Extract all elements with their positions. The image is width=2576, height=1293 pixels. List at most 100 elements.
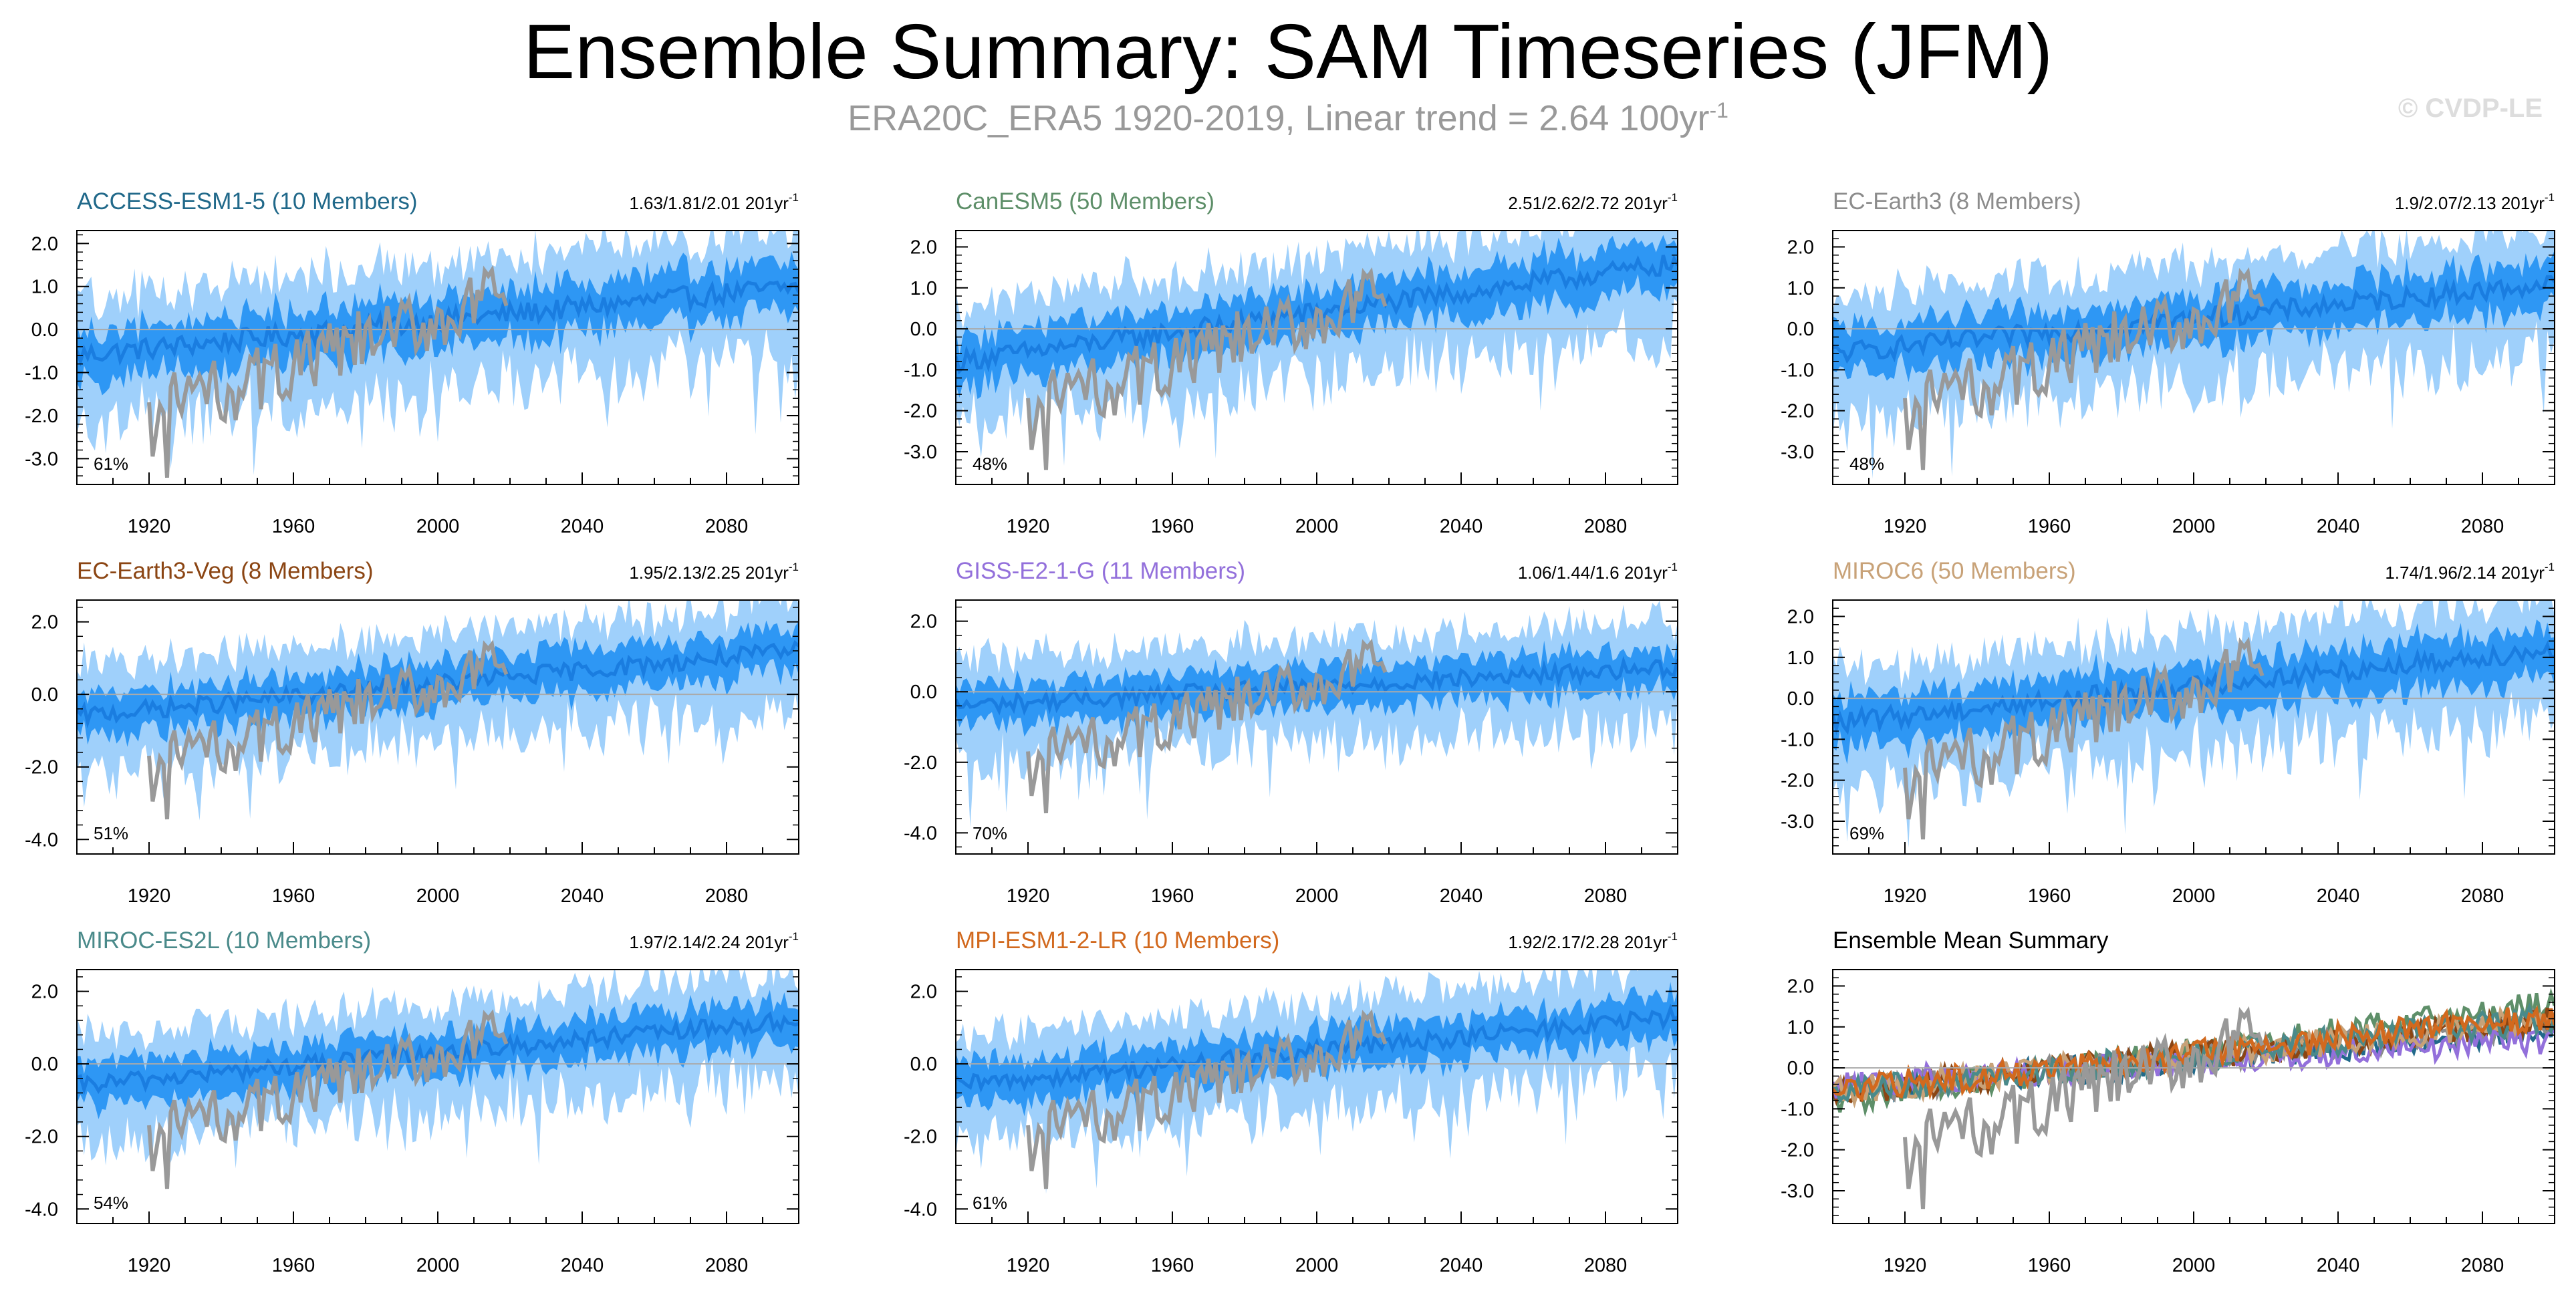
observations-line	[1903, 636, 2265, 840]
x-tick-label: 2080	[2461, 1255, 2504, 1276]
y-tick-label: -2.0	[25, 1127, 58, 1148]
y-tick-label: 2.0	[910, 611, 937, 633]
panel-title: MIROC-ES2L (10 Members)	[77, 927, 371, 954]
figure-title: Ensemble Summary: SAM Timeseries (JFM)	[523, 8, 2053, 95]
y-tick-label: -2.0	[1781, 401, 1814, 422]
x-tick-label: 1920	[1884, 516, 1927, 537]
chart-panel: 1920 1960 2000 2040 2080 2.0 0.0 -2.0 -4.0 MPI-ES…	[904, 927, 1678, 1276]
x-tick-label: 2000	[416, 885, 460, 907]
x-tick-label: 2080	[1584, 885, 1628, 907]
x-tick-label: 1960	[272, 516, 315, 537]
y-tick-label: -1.0	[1781, 1099, 1814, 1120]
y-tick-label: 2.0	[910, 237, 937, 259]
y-tick-label: 0.0	[1787, 319, 1814, 340]
x-tick-label: 2040	[1440, 1255, 1483, 1276]
ensemble-mean-line	[956, 254, 1678, 375]
y-tick-label: -3.0	[1781, 442, 1814, 463]
x-tick-label: 1960	[272, 1255, 315, 1276]
y-tick-label: 2.0	[31, 612, 58, 633]
x-tick-label: 1920	[1007, 516, 1050, 537]
y-tick-label: 0.0	[910, 319, 937, 340]
x-tick-label: 2000	[1295, 885, 1339, 907]
y-tick-label: 2.0	[31, 233, 58, 255]
panel-title: Ensemble Mean Summary	[1833, 927, 2109, 954]
subtitle-superscript: -1	[1709, 98, 1728, 122]
x-tick-label: 1920	[1007, 885, 1050, 907]
plot-area	[1833, 231, 2555, 479]
panel-title: MIROC6 (50 Members)	[1833, 558, 2076, 584]
x-tick-label: 2040	[561, 885, 604, 907]
subtitle-text: ERA20C_ERA5 1920-2019, Linear trend = 2.…	[848, 98, 1710, 138]
y-tick-label: -1.0	[25, 363, 58, 384]
x-tick-label: 2000	[2172, 885, 2216, 907]
y-tick-label: -3.0	[25, 448, 58, 470]
figure-subtitle: ERA20C_ERA5 1920-2019, Linear trend = 2.…	[0, 98, 2576, 139]
x-tick-label: 2080	[705, 516, 749, 537]
observations-line	[1903, 1006, 2265, 1209]
x-tick-label: 2000	[1295, 516, 1339, 537]
x-tick-label: 1920	[1884, 885, 1927, 907]
trend-superscript: -1	[789, 561, 799, 573]
trend-values: 1.9/2.07/2.13 201yr	[2395, 193, 2545, 213]
model-mean-line	[1833, 1005, 2555, 1102]
plot-area	[1833, 988, 2555, 1209]
x-tick-label: 1920	[128, 1255, 171, 1276]
chart-panel: 1920 1960 2000 2040 2080 2.0 1.0 0.0 -1.0 -2.0 -3.…	[25, 188, 799, 537]
trend-superscript: -1	[2545, 561, 2555, 573]
panel-title: ACCESS-ESM1-5 (10 Members)	[77, 188, 418, 214]
observations-line	[147, 265, 509, 478]
panel-title: MPI-ESM1-2-LR (10 Members)	[956, 927, 1279, 954]
x-tick-label: 1960	[1151, 885, 1194, 907]
percent-label: 70%	[973, 823, 1007, 843]
x-tick-label: 2040	[1440, 516, 1483, 537]
y-tick-label: -4.0	[25, 829, 58, 851]
x-tick-label: 2080	[2461, 885, 2504, 907]
y-tick-label: -2.0	[904, 401, 937, 422]
plot-area	[77, 970, 799, 1189]
y-tick-label: 0.0	[910, 682, 937, 703]
x-tick-label: 1960	[2028, 516, 2071, 537]
y-tick-label: -2.0	[1781, 1140, 1814, 1161]
plot-area	[77, 600, 799, 821]
percent-label: 61%	[94, 454, 128, 474]
y-tick-label: 2.0	[910, 982, 937, 1003]
y-tick-label: -1.0	[904, 360, 937, 381]
y-tick-label: -2.0	[904, 752, 937, 774]
panel-title: CanESM5 (50 Members)	[956, 188, 1214, 214]
y-tick-label: 0.0	[31, 319, 58, 341]
x-tick-label: 2000	[416, 1255, 460, 1276]
percent-label: 69%	[1849, 823, 1884, 843]
y-tick-label: -4.0	[904, 823, 937, 844]
chart-panel: 1920 1960 2000 2040 2080 2.0 1.0 0.0 -1.0 -2.0 -3.…	[1781, 558, 2555, 907]
x-tick-label: 1920	[1007, 1255, 1050, 1276]
percent-label: 51%	[94, 823, 128, 843]
x-tick-label: 1960	[272, 885, 315, 907]
y-tick-label: 1.0	[1787, 648, 1814, 669]
y-tick-label: 1.0	[1787, 1017, 1814, 1038]
observations-line	[1903, 267, 2265, 470]
y-tick-label: -1.0	[1781, 729, 1814, 750]
x-tick-label: 2080	[705, 885, 749, 907]
observations-line	[1026, 1009, 1388, 1189]
y-tick-label: 2.0	[1787, 607, 1814, 628]
trend-superscript: -1	[1668, 561, 1678, 573]
x-tick-label: 2040	[2317, 1255, 2360, 1276]
trend-values: 1.92/2.17/2.28 201yr	[1508, 932, 1668, 952]
observations-line	[1026, 638, 1388, 814]
y-tick-label: 2.0	[31, 982, 58, 1003]
x-tick-label: 2040	[2317, 885, 2360, 907]
plot-area	[1833, 600, 2555, 848]
x-tick-label: 2080	[1584, 1255, 1628, 1276]
y-tick-label: 0.0	[1787, 688, 1814, 710]
trend-values: 1.74/1.96/2.14 201yr	[2385, 563, 2545, 583]
y-tick-label: -3.0	[1781, 811, 1814, 833]
y-tick-label: 1.0	[1787, 278, 1814, 299]
panel-title: EC-Earth3-Veg (8 Members)	[77, 558, 373, 584]
x-tick-label: 1960	[2028, 1255, 2071, 1276]
y-tick-label: -2.0	[25, 406, 58, 427]
plot-area	[956, 970, 1678, 1194]
x-tick-label: 2040	[1440, 885, 1483, 907]
x-tick-label: 2000	[2172, 516, 2216, 537]
y-tick-label: -3.0	[1781, 1181, 1814, 1202]
x-tick-label: 1960	[1151, 1255, 1194, 1276]
